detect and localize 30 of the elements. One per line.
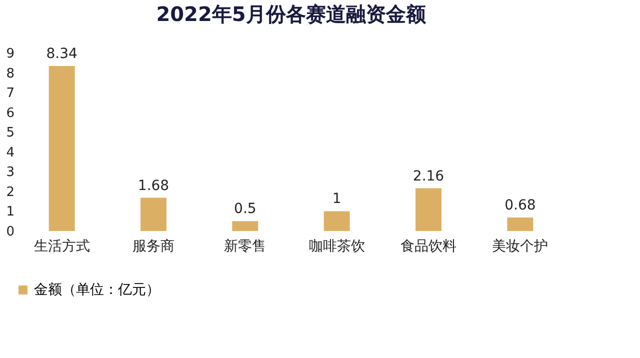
data-label: 0.5 xyxy=(234,201,256,218)
y-tick-label: 8 xyxy=(6,66,14,82)
x-tick-label: 生活方式 xyxy=(34,238,90,254)
x-tick-label: 新零售 xyxy=(224,238,266,254)
x-tick-label: 食品饮料 xyxy=(400,238,456,254)
bar xyxy=(416,188,442,231)
bar xyxy=(140,198,166,231)
y-tick-label: 5 xyxy=(6,126,14,141)
bar xyxy=(507,218,534,231)
x-tick-label: 咖啡茶饮 xyxy=(308,238,365,254)
x-tick-label: 服务商 xyxy=(132,238,174,254)
legend-label: 金额（单位：亿元） xyxy=(34,282,160,298)
bar xyxy=(232,221,258,231)
y-tick-label: 3 xyxy=(6,165,14,180)
y-tick-label: 4 xyxy=(6,145,14,160)
data-label: 1.68 xyxy=(138,178,170,194)
y-tick-label: 2 xyxy=(6,184,14,200)
bar xyxy=(48,66,75,231)
y-tick-label: 0 xyxy=(6,224,14,240)
bar xyxy=(324,211,350,231)
y-tick-label: 6 xyxy=(6,106,14,121)
y-tick-label: 1 xyxy=(6,204,14,220)
data-label: 1 xyxy=(332,191,342,208)
data-label: 8.34 xyxy=(46,46,78,62)
y-tick-label: 9 xyxy=(6,46,14,62)
data-label: 2.16 xyxy=(412,168,444,184)
y-tick-label: 7 xyxy=(6,86,14,102)
chart-title: 2022年5月份各赛道融资金额 xyxy=(156,2,427,26)
x-tick-label: 美妆个护 xyxy=(492,238,548,254)
data-label: 0.68 xyxy=(504,198,536,214)
